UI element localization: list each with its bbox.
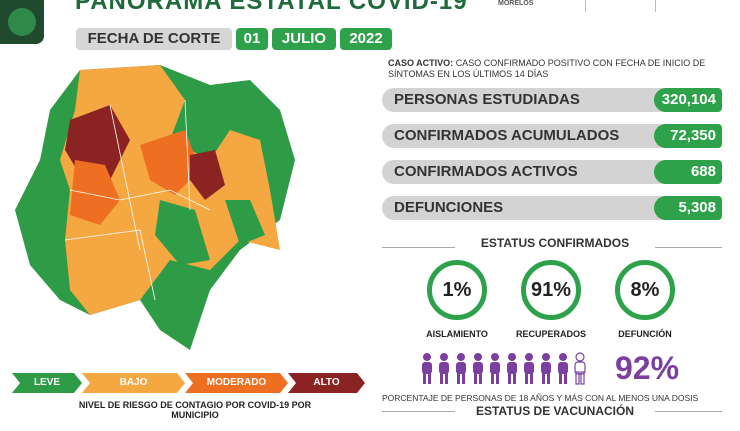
- stat-label: DEFUNCIONES: [382, 196, 672, 220]
- logo-text: MORELOS: [498, 0, 534, 7]
- status-ring: 1%: [427, 260, 487, 320]
- stat-label: CONFIRMADOS ACUMULADOS: [382, 124, 672, 148]
- stat-value: 320,104: [654, 88, 722, 112]
- people-icons: [422, 352, 586, 385]
- definition: CASO ACTIVO: CASO CONFIRMADO POSITIVO CO…: [388, 58, 723, 80]
- stat-label: CONFIRMADOS ACTIVOS: [382, 160, 672, 184]
- date-month: JULIO: [272, 28, 336, 50]
- vaccination-value: 92%: [615, 350, 680, 386]
- date-year: 2022: [340, 28, 392, 50]
- stat-value: 688: [654, 160, 722, 184]
- status-ring: 8%: [615, 260, 675, 320]
- definition-text: CASO CONFIRMADO POSITIVO CON FECHA DE IN…: [388, 58, 706, 79]
- stat-row: CONFIRMADOS ACUMULADOS 72,350: [382, 124, 722, 148]
- date-label: FECHA DE CORTE: [76, 28, 232, 50]
- legend-item: MODERADO: [185, 373, 288, 393]
- legend-item: BAJO: [82, 373, 185, 393]
- legend-item: ALTO: [288, 373, 365, 393]
- stat-value: 72,350: [654, 124, 722, 148]
- divider: [655, 0, 656, 12]
- stat-label: PERSONAS ESTUDIADAS: [382, 88, 672, 112]
- status-title: ESTATUS CONFIRMADOS: [455, 236, 655, 250]
- title: PANORAMA ESTATAL COVID-19: [75, 0, 468, 15]
- definition-term: CASO ACTIVO:: [388, 58, 454, 68]
- date-day: 01: [236, 28, 268, 50]
- legend-caption: NIVEL DE RIESGO DE CONTAGIO POR COVID-19…: [78, 400, 312, 420]
- divider: [585, 0, 586, 12]
- logo: [0, 0, 44, 44]
- map: [15, 65, 295, 350]
- stat-row: CONFIRMADOS ACTIVOS 688: [382, 160, 722, 184]
- status-label: AISLAMIENTO: [426, 329, 488, 339]
- vaccination-text: PORCENTAJE DE PERSONAS DE 18 AÑOS Y MÁS …: [382, 393, 699, 403]
- status-ring: 91%: [521, 260, 581, 320]
- stat-value: 5,308: [654, 196, 722, 220]
- status-label: RECUPERADOS: [515, 329, 586, 339]
- status-label: DEFUNCIÓN: [618, 329, 672, 339]
- legend-item: LEVE: [12, 373, 82, 393]
- vaccination-title: ESTATUS DE VACUNACIÓN: [455, 404, 655, 418]
- stat-row: DEFUNCIONES 5,308: [382, 196, 722, 220]
- stat-row: PERSONAS ESTUDIADAS 320,104: [382, 88, 722, 112]
